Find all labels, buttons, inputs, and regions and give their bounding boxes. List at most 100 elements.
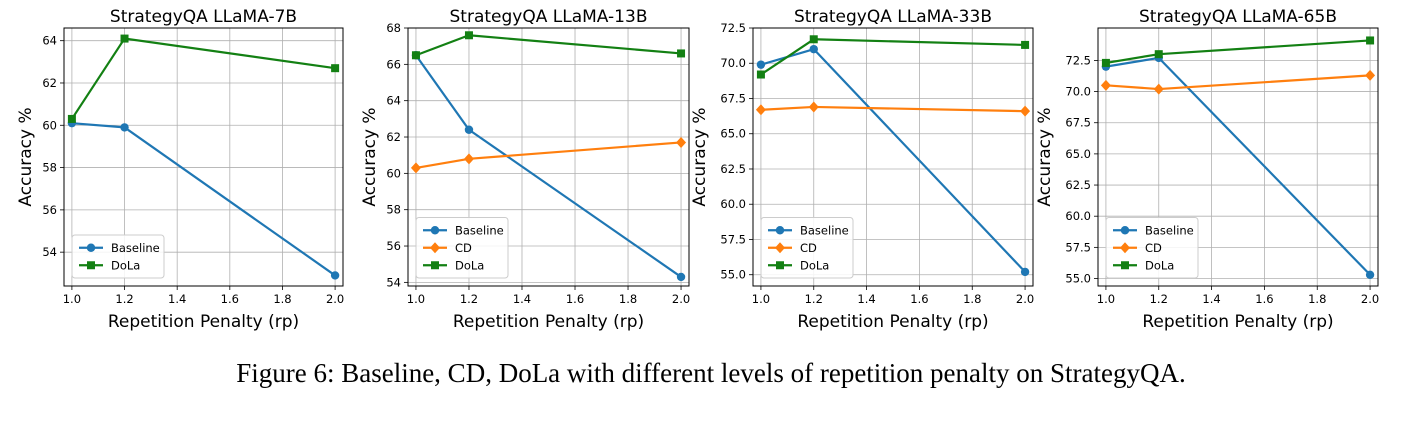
legend-label-baseline: Baseline xyxy=(455,223,504,237)
y-tick-label: 65.0 xyxy=(1065,147,1091,161)
figure-caption: Figure 6: Baseline, CD, DoLa with differ… xyxy=(236,358,1186,388)
data-point-dola xyxy=(1154,50,1163,59)
data-point-dola xyxy=(331,64,340,73)
y-tick-label: 55.0 xyxy=(1065,272,1091,286)
y-tick-label: 60 xyxy=(42,118,57,132)
y-tick-label: 62 xyxy=(386,130,401,144)
y-tick-label: 58 xyxy=(42,161,57,175)
legend-marker-cd xyxy=(1120,242,1130,254)
data-point-cd xyxy=(808,101,819,113)
data-point-dola xyxy=(1101,58,1110,67)
y-tick-label: 60.0 xyxy=(720,197,746,211)
x-tick-label: 1.2 xyxy=(1150,292,1168,306)
legend-marker-cd xyxy=(775,242,785,254)
x-tick-label: 1.2 xyxy=(460,292,478,306)
data-point-dola xyxy=(677,49,686,58)
plot-frame xyxy=(63,27,344,287)
x-tick-label: 1.8 xyxy=(1308,292,1326,306)
y-tick-label: 56 xyxy=(42,203,57,217)
legend-marker-cd xyxy=(430,242,440,254)
y-tick-label: 66 xyxy=(386,57,401,71)
y-tick-label: 54 xyxy=(386,275,401,289)
plot-frame xyxy=(407,27,690,287)
data-point-baseline xyxy=(120,123,129,132)
y-axis-label: Accuracy % xyxy=(360,107,380,206)
chart-panel-4: 1.0 1.2 1.4 1.6 1.8 2.0 55.0 57.5 60.0 62.5 65.0 67… xyxy=(1035,7,1379,332)
series-line-dola xyxy=(70,37,336,120)
legend-marker-baseline xyxy=(775,226,785,235)
series-line-cd xyxy=(415,141,682,169)
x-tick-label: 1.4 xyxy=(857,292,875,306)
y-tick-label: 72.5 xyxy=(720,21,746,35)
series-line-cd xyxy=(760,105,1026,113)
data-point-baseline xyxy=(756,60,766,69)
data-point-cd xyxy=(676,136,687,148)
data-point-cd xyxy=(410,162,421,174)
chart-title: StrategyQA LLaMA-7B xyxy=(110,7,297,27)
legend-label-baseline: Baseline xyxy=(1145,223,1194,237)
legend-label-dola: DoLa xyxy=(1145,258,1174,272)
chart-title: StrategyQA LLaMA-33B xyxy=(794,7,992,27)
legend-label-baseline: Baseline xyxy=(111,241,160,255)
data-point-baseline xyxy=(809,44,818,54)
x-tick-label: 1.6 xyxy=(566,292,584,306)
x-tick-label: 1.0 xyxy=(752,292,770,306)
x-axis-label: Repetition Penalty (rp) xyxy=(1142,312,1333,332)
legend-label-baseline: Baseline xyxy=(800,223,849,237)
y-tick-label: 55.0 xyxy=(720,268,746,282)
legend-label-cd: CD xyxy=(455,241,472,255)
x-tick-label: 1.8 xyxy=(963,292,981,306)
data-point-dola xyxy=(756,70,765,79)
y-tick-label: 62 xyxy=(42,76,57,90)
y-tick-label: 58 xyxy=(386,203,401,217)
y-tick-label: 70.0 xyxy=(720,56,746,70)
legend-marker-baseline xyxy=(86,243,96,252)
legend-label-dola: DoLa xyxy=(111,258,140,272)
x-tick-label: 1.2 xyxy=(115,292,133,306)
x-tick-label: 1.0 xyxy=(1097,292,1115,306)
legend-marker-dola xyxy=(776,261,784,270)
x-axis-label: Repetition Penalty (rp) xyxy=(797,312,988,332)
data-point-baseline xyxy=(330,271,340,280)
chart-panel-3: 1.0 1.2 1.4 1.6 1.8 2.0 55.0 57.5 60.0 62.5 65.0 67… xyxy=(690,7,1034,332)
chart-title: StrategyQA LLaMA-65B xyxy=(1139,7,1337,27)
data-point-dola xyxy=(411,51,420,60)
legend-marker-baseline xyxy=(430,226,440,235)
data-point-dola xyxy=(809,35,818,44)
chart-panel-2: 1.0 1.2 1.4 1.6 1.8 2.0 54 56 58 60 62 64 66 68 Strate… xyxy=(360,7,690,332)
y-tick-label: 64 xyxy=(42,34,57,48)
x-tick-label: 1.4 xyxy=(513,292,531,306)
x-tick-label: 1.4 xyxy=(1202,292,1220,306)
x-tick-label: 1.4 xyxy=(168,292,186,306)
legend: Baseline DoLa xyxy=(71,234,165,279)
y-tick-label: 57.5 xyxy=(720,232,746,246)
x-tick-label: 1.6 xyxy=(221,292,239,306)
y-tick-label: 56 xyxy=(386,239,401,253)
y-axis-label: Accuracy % xyxy=(690,107,710,206)
y-tick-label: 72.5 xyxy=(1065,53,1091,67)
data-point-dola xyxy=(120,34,129,43)
legend: Baseline CD DoLa xyxy=(760,217,854,279)
y-tick-label: 57.5 xyxy=(1065,240,1091,254)
y-tick-label: 70.0 xyxy=(1065,85,1091,99)
y-tick-label: 67.5 xyxy=(720,91,746,105)
y-tick-label: 65.0 xyxy=(720,127,746,141)
data-point-cd xyxy=(463,153,474,165)
legend-label-cd: CD xyxy=(1145,241,1162,255)
y-tick-label: 54 xyxy=(42,245,57,259)
data-point-cd xyxy=(1020,105,1031,117)
y-tick-label: 60.0 xyxy=(1065,209,1091,223)
data-point-baseline xyxy=(676,272,686,282)
x-tick-label: 1.6 xyxy=(1255,292,1273,306)
series-line-cd xyxy=(1105,74,1371,91)
legend-label-cd: CD xyxy=(800,241,817,255)
y-tick-label: 62.5 xyxy=(720,162,746,176)
plot-frame xyxy=(1097,27,1379,287)
data-point-cd xyxy=(1153,83,1164,95)
x-tick-label: 1.0 xyxy=(63,292,81,306)
data-point-dola xyxy=(1021,40,1030,49)
y-tick-label: 60 xyxy=(386,166,401,180)
chart-title: StrategyQA LLaMA-13B xyxy=(450,7,648,27)
legend-marker-baseline xyxy=(1120,226,1130,235)
